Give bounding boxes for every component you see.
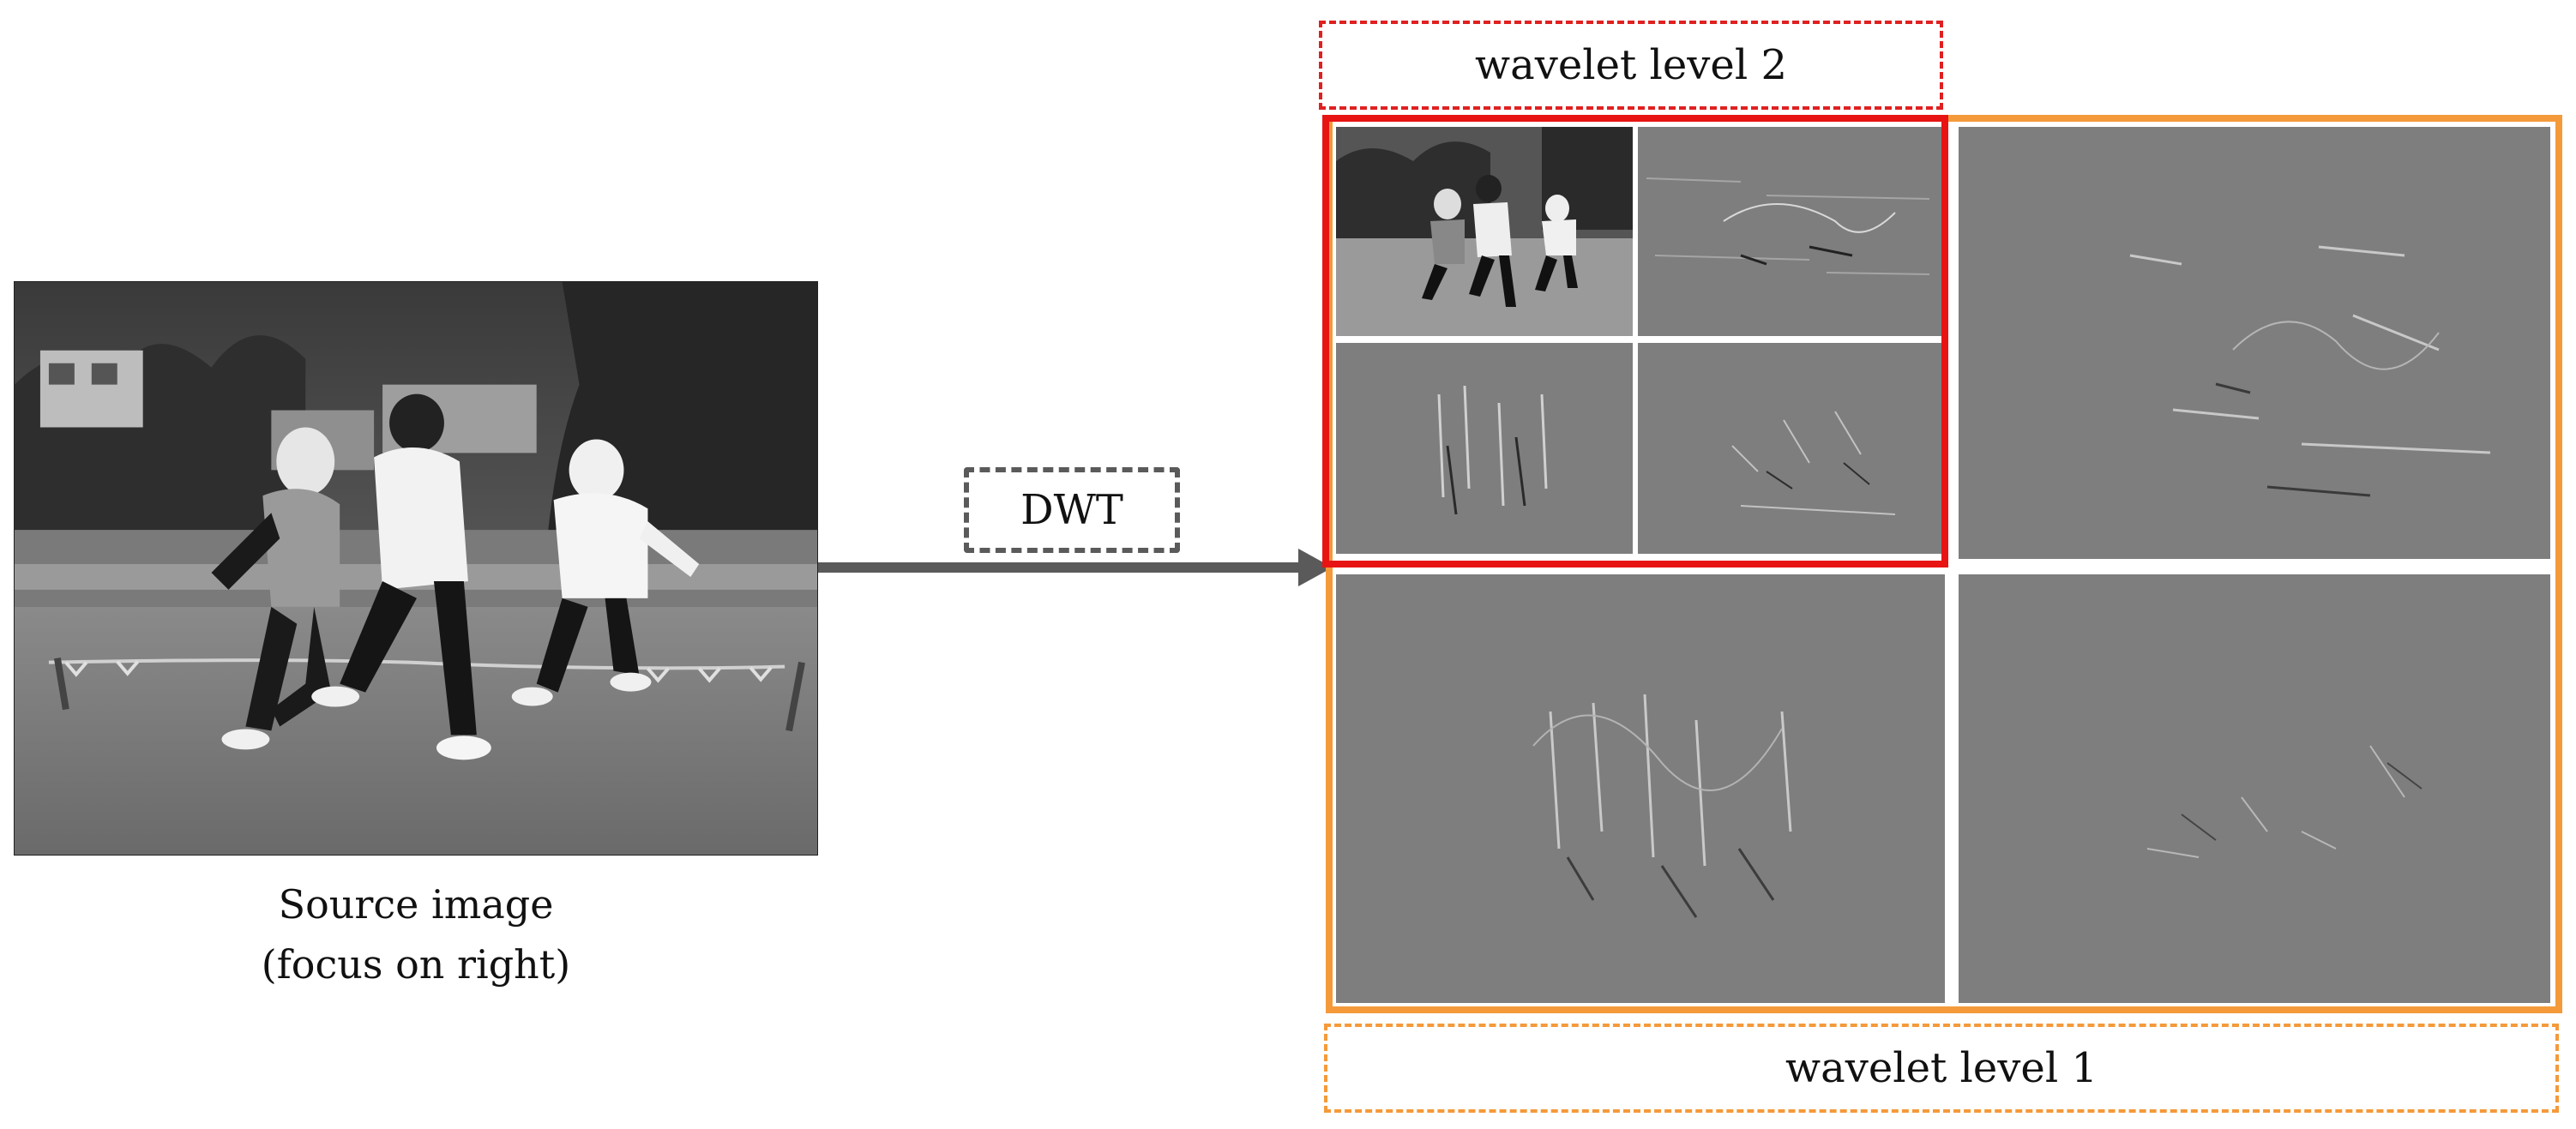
level1-diagonal-detail bbox=[1959, 574, 2550, 1003]
level2-diagonal-detail bbox=[1638, 343, 1943, 554]
source-image bbox=[14, 281, 818, 856]
source-photo bbox=[15, 282, 817, 855]
wavelet-level2-frame bbox=[1322, 115, 1948, 568]
dwt-arrow bbox=[818, 549, 1333, 586]
level2-horizontal-detail bbox=[1638, 127, 1943, 336]
dwt-label-box: DWT bbox=[964, 467, 1180, 553]
wavelet-level2-label-box: wavelet level 2 bbox=[1319, 21, 1943, 110]
level2-approximation bbox=[1336, 127, 1633, 336]
source-caption-line1: Source image bbox=[278, 881, 554, 928]
level2-vertical-detail bbox=[1336, 343, 1633, 554]
source-caption-line2: (focus on right) bbox=[261, 941, 571, 988]
level1-vertical-detail bbox=[1336, 574, 1945, 1003]
level1-horizontal-detail bbox=[1959, 127, 2550, 559]
dwt-label: DWT bbox=[1020, 486, 1123, 534]
wavelet-level1-label: wavelet level 1 bbox=[1785, 1044, 2098, 1092]
wavelet-level1-label-box: wavelet level 1 bbox=[1324, 1024, 2559, 1113]
wavelet-level2-label: wavelet level 2 bbox=[1475, 41, 1787, 89]
